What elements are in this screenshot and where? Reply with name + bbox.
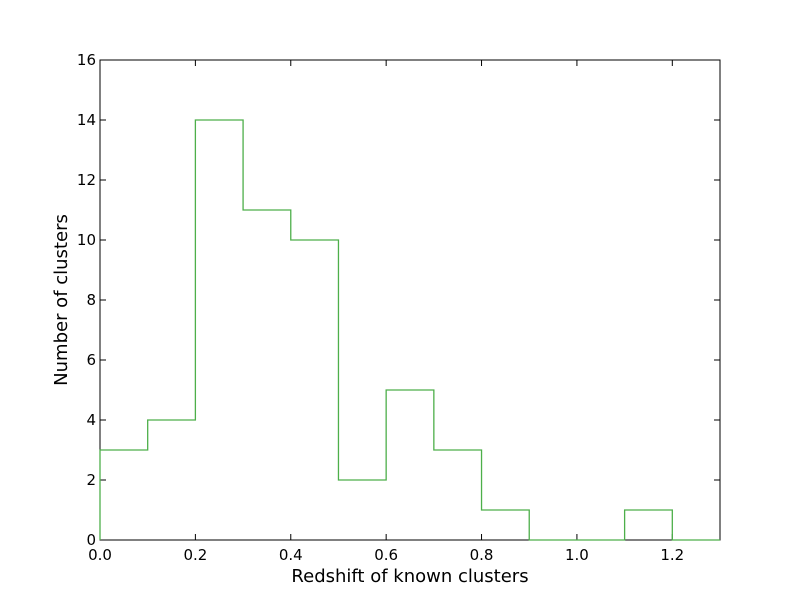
y-tick-label: 6 [86,351,96,369]
x-tick-label: 0.0 [88,546,112,564]
y-tick-label: 2 [86,471,96,489]
y-axis-ticks: 0 2 4 6 8 10 12 14 16 [77,51,720,549]
x-tick-label: 1.2 [660,546,684,564]
x-tick-label: 0.6 [374,546,398,564]
x-tick-label: 0.4 [279,546,303,564]
x-tick-label: 0.8 [470,546,494,564]
y-tick-label: 4 [86,411,96,429]
plot-frame [99,59,721,541]
y-tick-label: 8 [86,291,96,309]
histogram-step-line [99,119,720,541]
y-tick-label: 0 [86,531,96,549]
y-tick-label: 16 [77,51,96,69]
y-tick-label: 10 [77,231,96,249]
y-tick-label: 12 [77,171,96,189]
x-tick-label: 1.0 [565,546,589,564]
y-tick-label: 14 [77,111,96,129]
x-tick-label: 0.2 [183,546,207,564]
x-axis-label: Redshift of known clusters [291,566,528,587]
y-axis-label: Number of clusters [51,214,72,386]
